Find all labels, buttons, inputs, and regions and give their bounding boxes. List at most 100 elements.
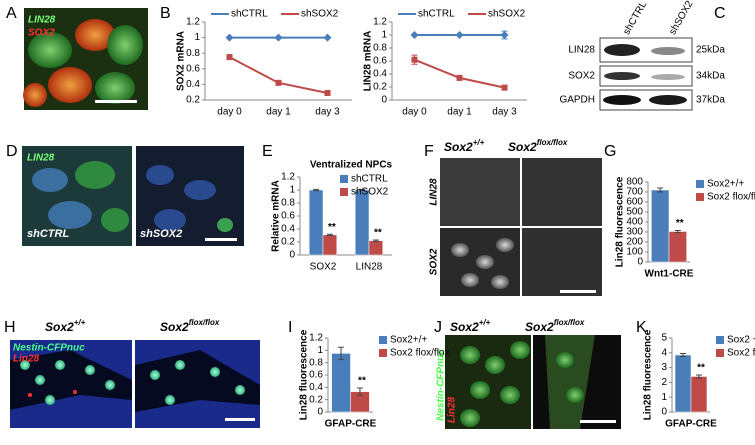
y-tick-label: 0 [317, 407, 323, 418]
y-tick-label: 0.6 [373, 56, 387, 67]
y-tick-label: 0.8 [373, 43, 387, 54]
error-bar [657, 187, 664, 193]
y-tick-label: 0.4 [186, 79, 200, 90]
condition-label: shCTRL [27, 228, 69, 240]
genotype-sup: flox/flox [554, 318, 585, 327]
legend-swatch [340, 175, 348, 183]
y-tick-label: 5 [661, 333, 667, 344]
y-tick-label: 1 [661, 392, 667, 403]
legend-swatch [379, 336, 387, 344]
x-tick-label: day 1 [266, 107, 291, 118]
y-tick-label: 3 [661, 362, 667, 373]
bar [354, 189, 370, 256]
legend-label: Sox2 +/+ [727, 335, 755, 346]
chart-title: Ventralized NPCs [310, 160, 393, 171]
y-axis-label: LIN28 mRNA [363, 31, 374, 92]
y-tick-label: 1.2 [309, 333, 323, 344]
point-marker [456, 74, 463, 81]
y-tick-label: 0.4 [309, 382, 323, 393]
error-bar [326, 233, 333, 236]
y-axis-label: SOX2 mRNA [176, 31, 187, 91]
x-axis-label: Wnt1-CRE [645, 269, 694, 280]
genotype-label: Sox2+/+ [444, 138, 485, 154]
y-tick-label: 0.8 [281, 198, 295, 209]
y-tick-label: 1 [289, 185, 295, 196]
significance-mark: ** [328, 222, 336, 233]
legend-label: shCTRL [231, 9, 268, 20]
panel-letter: K [636, 319, 647, 336]
genotype-sup: +/+ [479, 318, 491, 327]
legend-label: Sox2 flox/flox [390, 348, 449, 359]
y-tick-label: 0.2 [186, 95, 200, 106]
x-tick-label: day 3 [492, 107, 517, 118]
y-tick-label: 1.2 [281, 172, 295, 183]
stain-label: Nestin-CFPnuc [436, 349, 447, 421]
point-marker [500, 31, 509, 39]
genotype-sup: flox/flox [537, 138, 568, 147]
y-axis-label: Lin28 fluorescence [299, 329, 310, 420]
y-tick-label: 1.2 [373, 17, 387, 28]
y-tick-label: 4 [661, 347, 667, 358]
error-bar [674, 230, 681, 233]
genotype: Sox2 [525, 320, 554, 334]
micrograph-d [22, 146, 244, 246]
x-tick-label: day 3 [315, 107, 340, 118]
panel-letter: A [6, 5, 17, 22]
y-tick-label: 800 [626, 177, 643, 188]
series-line [414, 58, 505, 89]
y-tick-label: 0 [661, 407, 667, 418]
legend-swatch [696, 180, 704, 188]
y-tick-label: 400 [626, 217, 643, 228]
point-marker [410, 31, 419, 39]
protein-label: GAPDH [559, 95, 595, 106]
y-tick-label: 1.2 [186, 17, 200, 28]
protein-label: LIN28 [568, 45, 595, 56]
y-tick-label: 0.6 [281, 211, 295, 222]
y-tick-label: 0.6 [186, 63, 200, 74]
y-tick-label: 0.8 [309, 357, 323, 368]
genotype-sup: +/+ [473, 138, 485, 147]
genotype: Sox2 [45, 320, 74, 334]
error-bar [359, 188, 366, 192]
bar [651, 189, 670, 263]
error-bar [680, 353, 687, 357]
micrograph-j [445, 335, 621, 429]
y-tick-label: 200 [626, 237, 643, 248]
legend-label: shCTRL [351, 174, 388, 185]
significance-mark: ** [358, 376, 366, 387]
stain-label: LIN28 [28, 15, 56, 26]
genotype-label: Sox2flox/flox [160, 318, 220, 334]
bar [368, 240, 384, 256]
y-tick-label: 100 [626, 247, 643, 258]
bar [674, 354, 692, 413]
y-tick-label: 0.2 [281, 237, 295, 248]
bar [331, 353, 351, 413]
y-tick-label: 0.4 [281, 224, 295, 235]
panel-letter: G [604, 143, 616, 160]
point-marker [501, 84, 508, 91]
stain-label: SOX2 [28, 28, 55, 39]
protein-label: SOX2 [568, 71, 595, 82]
y-tick-label: 0 [381, 95, 387, 106]
significance-mark: ** [676, 218, 684, 229]
stain-label: SOX2 [429, 248, 440, 275]
y-tick-label: 0.2 [309, 394, 323, 405]
genotype-label: Sox2+/+ [450, 318, 491, 334]
y-tick-label: 0.4 [373, 69, 387, 80]
legend-label: shSOX2 [301, 9, 339, 20]
point-marker [274, 33, 283, 42]
genotype-sup: +/+ [74, 318, 86, 327]
genotype-label: Sox2flox/flox [508, 138, 568, 154]
y-tick-label: 700 [626, 187, 643, 198]
panel-letter: C [714, 5, 726, 22]
y-axis-label: Lin28 fluorescence [643, 329, 654, 420]
genotype: Sox2 [508, 140, 537, 154]
legend-label: shCTRL [418, 9, 455, 20]
western-blot [599, 37, 693, 111]
condition-label: shSOX2 [140, 228, 182, 240]
panel-letter: J [434, 319, 442, 336]
error-bar [356, 387, 363, 396]
stain-label: Lin28 [13, 354, 40, 365]
legend-label: shSOX2 [488, 9, 526, 20]
y-tick-label: 1 [194, 32, 200, 43]
